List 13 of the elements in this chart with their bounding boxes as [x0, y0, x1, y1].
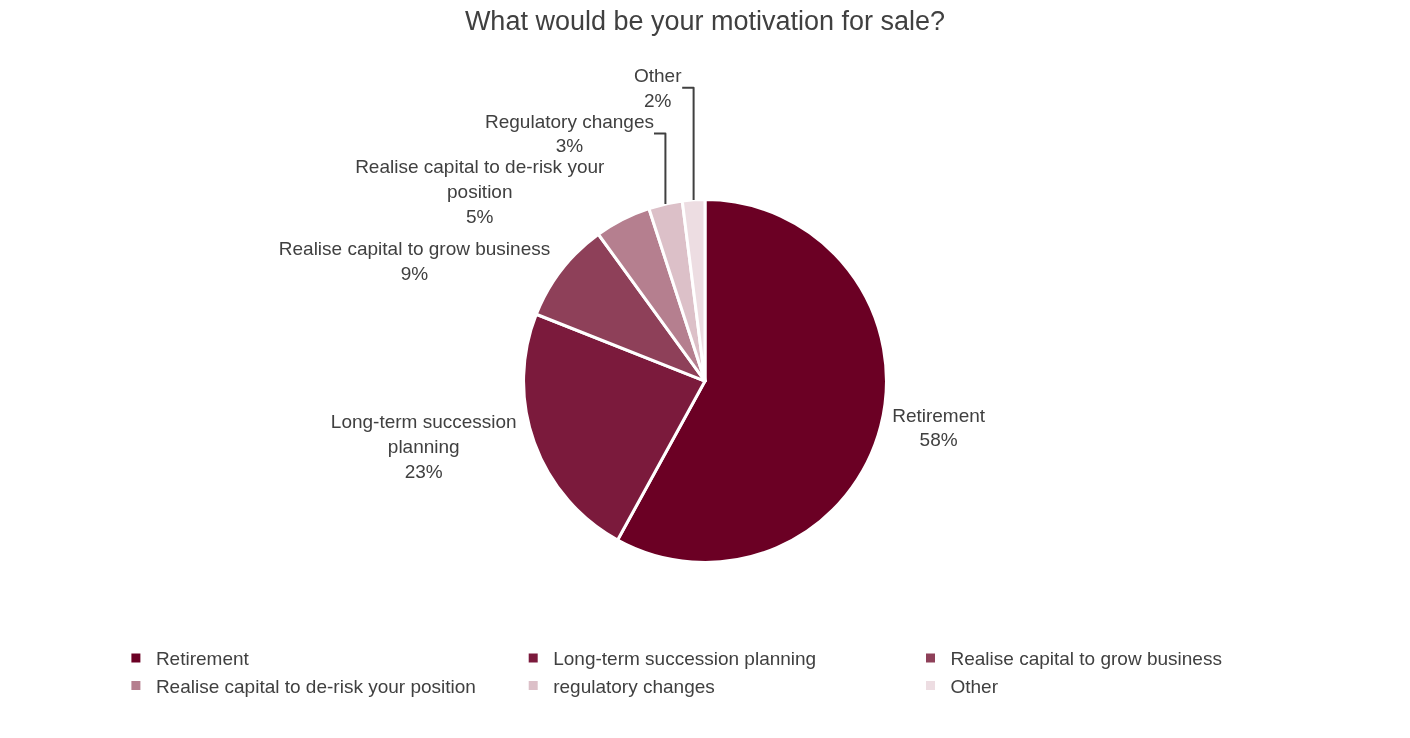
legend-label: Realise capital to grow business — [950, 648, 1222, 670]
data-label: Long-term succession planning 23% — [330, 411, 517, 482]
data-label: Realise capital to de-risk your position 5% — [355, 156, 606, 227]
legend-label: Realise capital to de-risk your position — [155, 676, 476, 697]
legend-label: regulatory changes — [553, 676, 715, 697]
chart-title: What would be your motivation for sale? — [464, 5, 946, 36]
legend-label: Long-term succession planning — [553, 648, 817, 670]
data-label: Retirement 58% — [892, 404, 986, 451]
legend-label: Retirement — [155, 648, 250, 670]
data-label: Realise capital to grow business 9% — [278, 238, 551, 285]
legend-label: Other — [950, 676, 999, 697]
data-label: Other 2% — [633, 64, 683, 111]
data-label: Regulatory changes 3% — [485, 110, 654, 157]
